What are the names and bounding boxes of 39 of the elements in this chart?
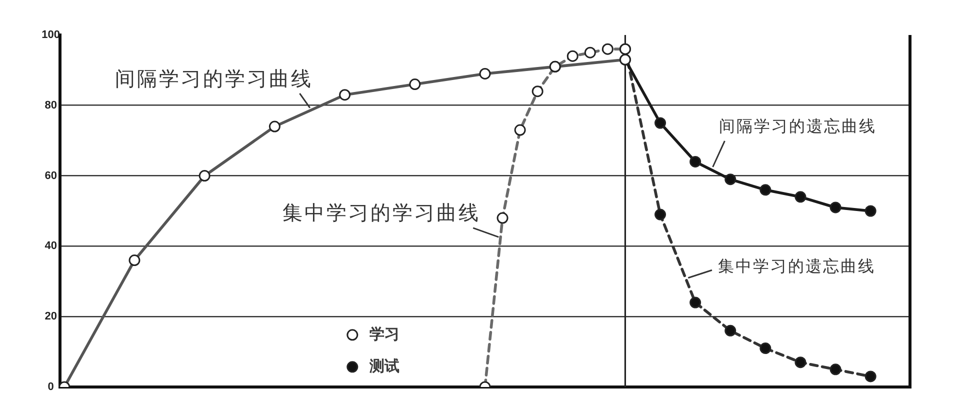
point <box>760 184 772 196</box>
y-tick-label: 20 <box>44 310 57 323</box>
y-tick-label: 0 <box>48 381 54 394</box>
point <box>864 205 876 217</box>
point <box>409 78 421 90</box>
point <box>654 117 666 129</box>
point <box>794 191 806 203</box>
point <box>566 50 578 62</box>
point <box>690 296 702 308</box>
annotation: 集中学习的学习曲线 <box>282 202 481 225</box>
y-tick-label: 60 <box>44 170 57 182</box>
y-tick-label: 40 <box>44 240 57 252</box>
point <box>268 120 280 132</box>
annotation: 集中学习的遗忘曲线 <box>718 257 876 276</box>
point <box>830 364 842 376</box>
legend-label: 学习 <box>369 326 400 344</box>
point <box>549 60 561 72</box>
y-tick-label: 80 <box>44 99 57 112</box>
point <box>514 124 526 136</box>
point <box>532 86 544 98</box>
point <box>339 89 351 101</box>
point <box>198 170 210 182</box>
point <box>654 208 666 220</box>
point <box>602 43 614 55</box>
point <box>496 212 508 224</box>
point <box>864 370 876 382</box>
point <box>584 46 596 58</box>
point <box>724 174 736 186</box>
point <box>690 156 702 168</box>
point <box>794 356 806 368</box>
annotation: 间隔学习的遗忘曲线 <box>718 117 876 136</box>
legend-label: 测试 <box>368 358 400 376</box>
point <box>724 324 736 336</box>
point <box>479 68 491 80</box>
y-tick-label: 100 <box>42 29 60 42</box>
annotation: 间隔学习的学习曲线 <box>114 68 313 91</box>
point <box>760 342 772 354</box>
point <box>128 254 140 266</box>
point <box>830 202 842 214</box>
